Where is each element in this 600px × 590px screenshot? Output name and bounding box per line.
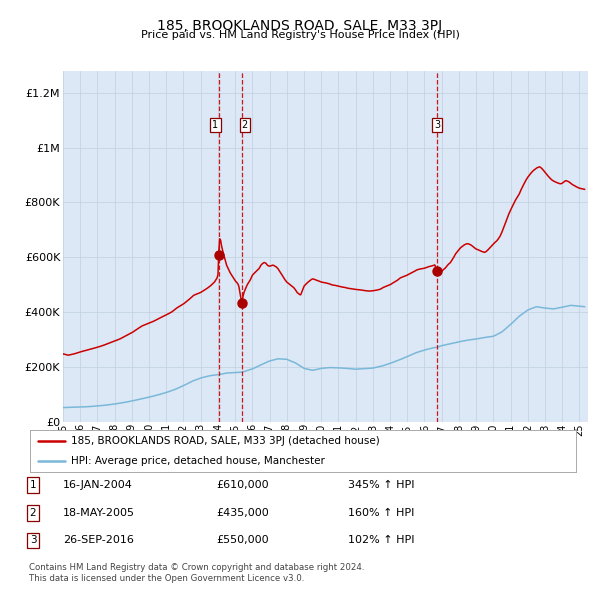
Text: Price paid vs. HM Land Registry's House Price Index (HPI): Price paid vs. HM Land Registry's House … bbox=[140, 30, 460, 40]
Text: This data is licensed under the Open Government Licence v3.0.: This data is licensed under the Open Gov… bbox=[29, 574, 304, 583]
Text: £550,000: £550,000 bbox=[216, 536, 269, 545]
Text: 185, BROOKLANDS ROAD, SALE, M33 3PJ: 185, BROOKLANDS ROAD, SALE, M33 3PJ bbox=[157, 19, 443, 33]
Text: 3: 3 bbox=[29, 536, 37, 545]
Text: 2: 2 bbox=[29, 508, 37, 517]
Text: 18-MAY-2005: 18-MAY-2005 bbox=[63, 508, 135, 517]
Text: 102% ↑ HPI: 102% ↑ HPI bbox=[348, 536, 415, 545]
Text: £610,000: £610,000 bbox=[216, 480, 269, 490]
Text: 2: 2 bbox=[242, 120, 248, 130]
Text: 1: 1 bbox=[212, 120, 218, 130]
Text: 160% ↑ HPI: 160% ↑ HPI bbox=[348, 508, 415, 517]
Text: 3: 3 bbox=[434, 120, 440, 130]
Text: 345% ↑ HPI: 345% ↑ HPI bbox=[348, 480, 415, 490]
Text: 1: 1 bbox=[29, 480, 37, 490]
Text: 185, BROOKLANDS ROAD, SALE, M33 3PJ (detached house): 185, BROOKLANDS ROAD, SALE, M33 3PJ (det… bbox=[71, 436, 380, 446]
Text: 26-SEP-2016: 26-SEP-2016 bbox=[63, 536, 134, 545]
Text: 16-JAN-2004: 16-JAN-2004 bbox=[63, 480, 133, 490]
Text: HPI: Average price, detached house, Manchester: HPI: Average price, detached house, Manc… bbox=[71, 457, 325, 466]
Bar bbox=[437, 71, 588, 422]
Text: Contains HM Land Registry data © Crown copyright and database right 2024.: Contains HM Land Registry data © Crown c… bbox=[29, 563, 364, 572]
Text: £435,000: £435,000 bbox=[216, 508, 269, 517]
Bar bbox=[218, 71, 242, 422]
